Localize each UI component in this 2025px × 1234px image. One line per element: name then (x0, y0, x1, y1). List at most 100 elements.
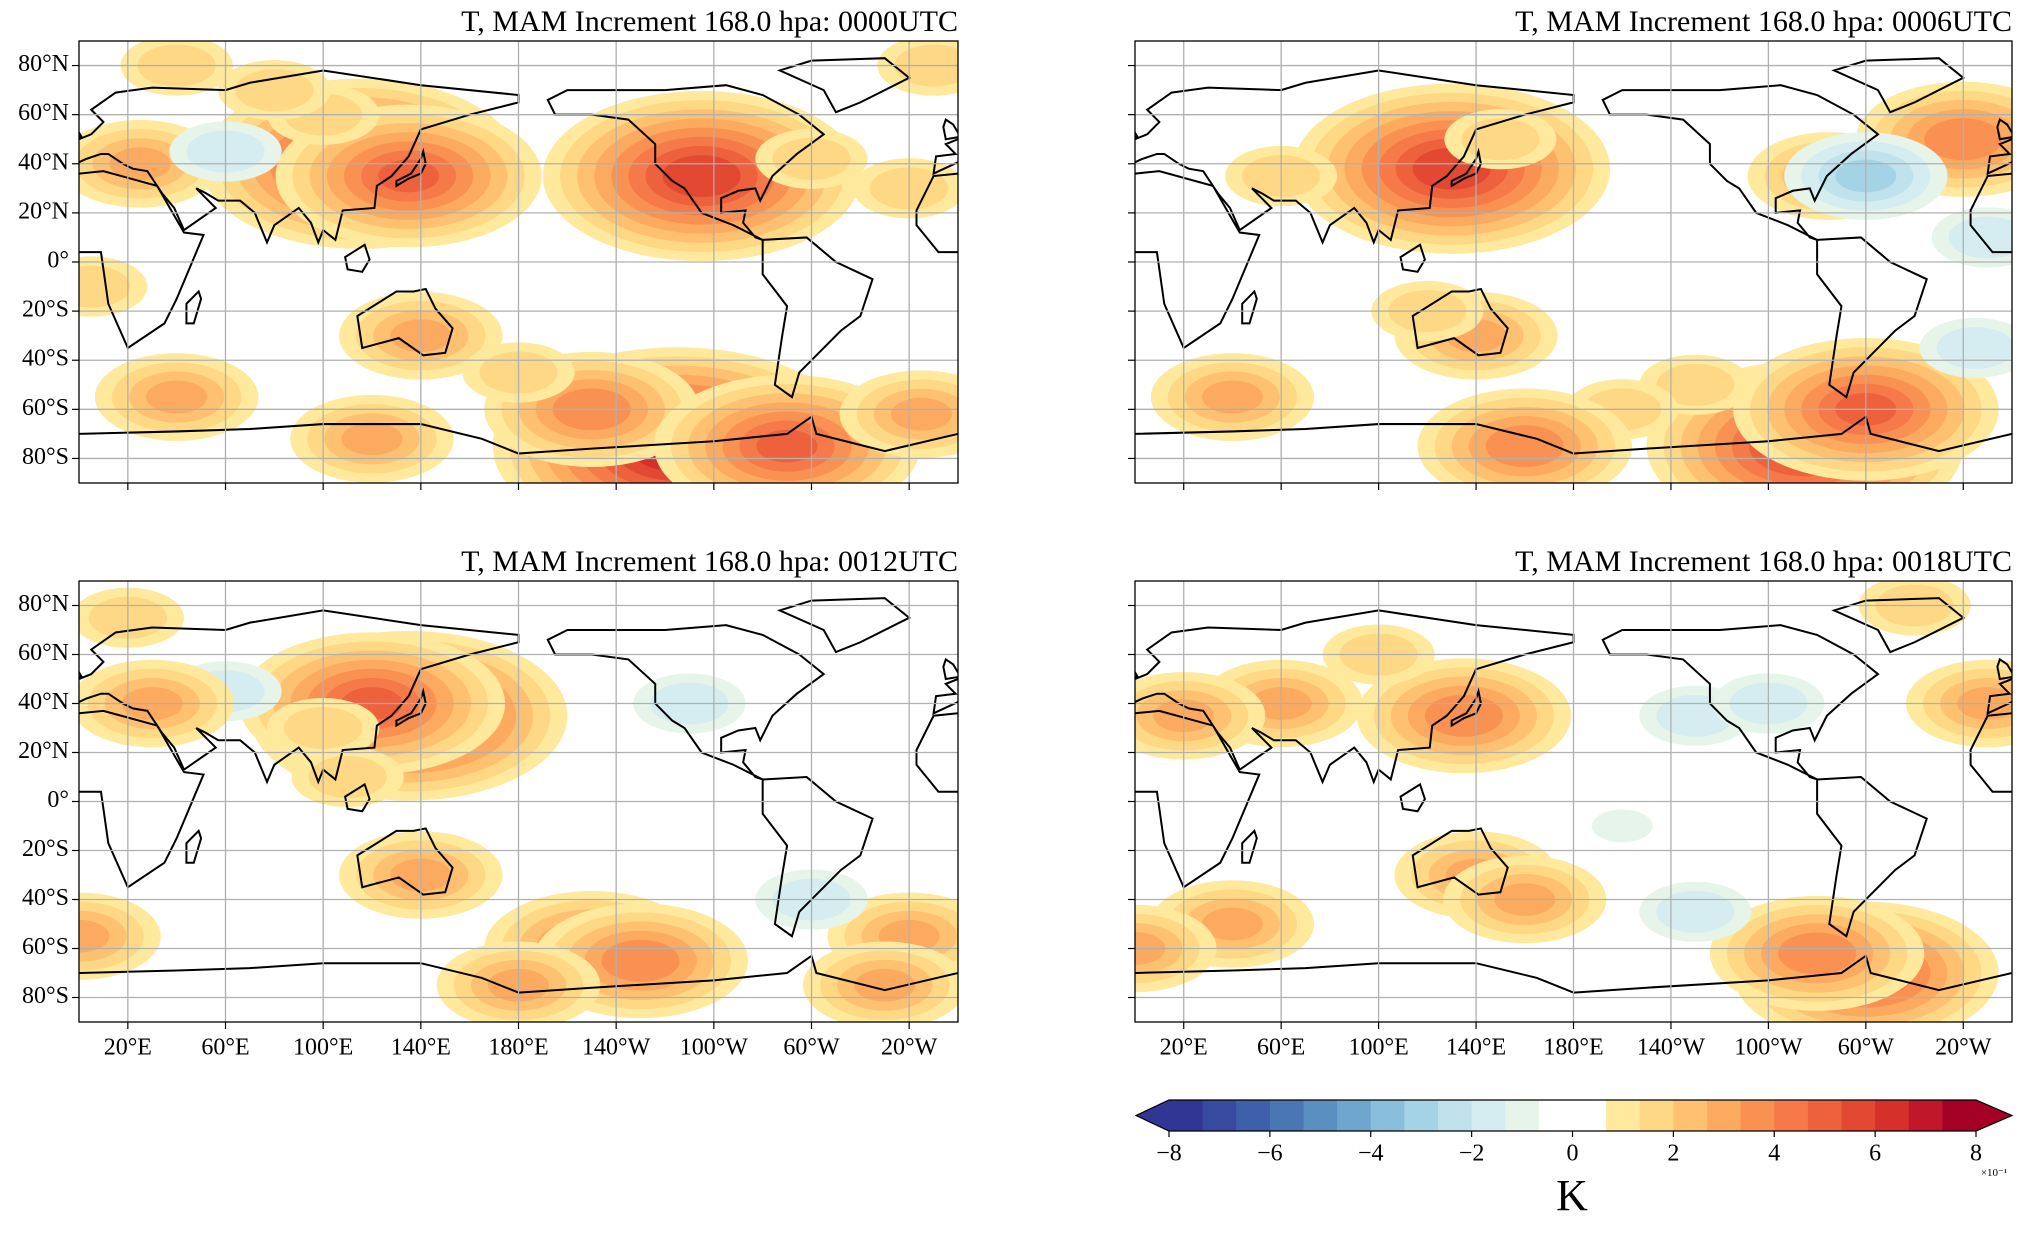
contour-fill (146, 380, 208, 414)
x-tick-label: 100°E (1348, 1035, 1408, 1061)
contour-fill (1948, 216, 2012, 259)
colorbar-extend-low (1136, 1100, 1169, 1131)
y-tick-label: 20°N (18, 198, 69, 224)
colorbar-extend-high (1976, 1100, 2012, 1131)
contour-fill (235, 69, 314, 112)
colorbar-bin (1471, 1100, 1506, 1131)
y-tick-label: 80°S (22, 983, 69, 1009)
contour-fill (890, 397, 952, 431)
x-tick-label: 60°W (783, 1035, 840, 1061)
contour-fill (854, 968, 916, 1002)
map-panel: 80°S 60°S 40°S 20°S 0° 20°N 40°N 60°N 80°N T, MAM… (18, 5, 959, 490)
colorbar-bin (1236, 1100, 1271, 1131)
y-tick-label: 20°N (18, 738, 69, 764)
colorbar-bin (1169, 1100, 1204, 1131)
colorbar-bin (1807, 1100, 1842, 1131)
y-tick-label: 20°S (22, 297, 69, 323)
y-tick-label: 40°N (18, 689, 69, 715)
panels: 80°S 60°S 40°S 20°S 0° 20°N 40°N 60°N 80°N T, MAM… (18, 5, 2013, 1061)
contour-fill (1201, 380, 1263, 414)
y-tick-label: 60°N (18, 640, 69, 666)
colorbar-bin (1370, 1100, 1405, 1131)
map-frame (1134, 40, 2013, 484)
y-tick-label: 80°N (18, 591, 69, 617)
y-tick-label: 60°N (18, 100, 69, 126)
colorbar-tick-label: 2 (1667, 1141, 1679, 1167)
colorbar-bin (1942, 1100, 1977, 1131)
contour-fill (1656, 890, 1735, 933)
colorbar-label: K (1556, 1171, 1588, 1220)
contour-fill (378, 159, 440, 193)
colorbar-tick-label: 8 (1970, 1141, 1982, 1167)
colorbar-bin (1202, 1100, 1237, 1131)
colorbar-bin (1673, 1100, 1708, 1131)
map-panel: 20°E 60°E 100°E 140°E 180°E 140°W 100°W 60°W 20°… (18, 545, 959, 1061)
contour-fill (1936, 326, 2012, 369)
panel-title: T, MAM Increment 168.0 hpa: 0006UTC (1515, 5, 2012, 38)
colorbar-bin (1639, 1100, 1674, 1131)
y-tick-label: 60°S (22, 934, 69, 960)
contour-fill (79, 265, 131, 308)
colorbar-bin (1438, 1100, 1473, 1131)
contour-fill (601, 939, 680, 982)
contour-fill (341, 422, 403, 456)
contour-fill (1656, 363, 1735, 406)
colorbar-bin (1505, 1100, 1540, 1131)
colorbar-tick-label: −8 (1156, 1141, 1182, 1167)
contour-fill (1591, 809, 1653, 843)
colorbar-bin (1538, 1100, 1573, 1131)
contour-fill (1778, 932, 1857, 975)
colorbar: K ×10⁻¹ −8 −6 −4 −2 0 2 4 6 8 (1134, 1099, 2014, 1220)
map-panel: 20°E 60°E 100°E 140°E 180°E 140°W 100°W 60°W 20°… (1128, 545, 2013, 1061)
colorbar-bin (1337, 1100, 1372, 1131)
colorbar-multiplier: ×10⁻¹ (1981, 1167, 2007, 1179)
map-frame (1134, 580, 2013, 1023)
y-tick-label: 0° (47, 248, 69, 274)
colorbar-bin (1606, 1100, 1641, 1131)
x-tick-label: 140°W (1637, 1035, 1706, 1061)
map-frame (78, 580, 959, 1023)
x-tick-label: 100°E (293, 1035, 353, 1061)
colorbar-bin (1303, 1100, 1338, 1131)
field (1150, 81, 2012, 483)
panel-title: T, MAM Increment 168.0 hpa: 0000UTC (461, 5, 958, 38)
colorbar-bin (1707, 1100, 1742, 1131)
colorbar-tick-label: −6 (1257, 1141, 1283, 1167)
x-tick-label: 100°W (680, 1035, 749, 1061)
x-tick-label: 20°E (104, 1035, 152, 1061)
colorbar-bin (1774, 1100, 1809, 1131)
y-tick-label: 40°N (18, 149, 69, 175)
x-tick-label: 140°W (582, 1035, 651, 1061)
x-tick-label: 180°E (488, 1035, 548, 1061)
contour-fill (756, 429, 818, 463)
x-tick-label: 180°E (1543, 1035, 1603, 1061)
y-tick-label: 20°S (22, 836, 69, 862)
x-tick-label: 100°W (1734, 1035, 1803, 1061)
colorbar-bin (1269, 1100, 1304, 1131)
colorbar-tick-label: 0 (1567, 1141, 1579, 1167)
map-frame (78, 40, 959, 484)
x-tick-label: 60°E (201, 1035, 249, 1061)
x-tick-label: 140°E (391, 1035, 451, 1061)
contour-fill (662, 155, 741, 198)
map-panel: T, MAM Increment 168.0 hpa: 0006UTC (1128, 5, 2013, 490)
colorbar-bin (1908, 1100, 1943, 1131)
panel-title: T, MAM Increment 168.0 hpa: 0018UTC (1515, 545, 2012, 578)
contour-fill (308, 756, 387, 798)
x-tick-label: 20°W (1935, 1035, 1992, 1061)
contour-fill (79, 919, 110, 953)
contour-fill (1424, 694, 1503, 737)
colorbar-tick-label: −2 (1459, 1141, 1485, 1167)
x-tick-label: 20°W (881, 1035, 938, 1061)
contour-fill (1461, 118, 1540, 161)
y-tick-label: 0° (47, 787, 69, 813)
colorbar-tick-label: −4 (1358, 1141, 1384, 1167)
x-tick-label: 20°E (1160, 1035, 1208, 1061)
colorbar-bin (1740, 1100, 1775, 1131)
colorbar-bin (1875, 1100, 1910, 1131)
y-tick-label: 80°S (22, 444, 69, 470)
colorbar-tick-label: 4 (1768, 1141, 1780, 1167)
contour-fill (1485, 425, 1564, 468)
y-tick-label: 40°S (22, 346, 69, 372)
